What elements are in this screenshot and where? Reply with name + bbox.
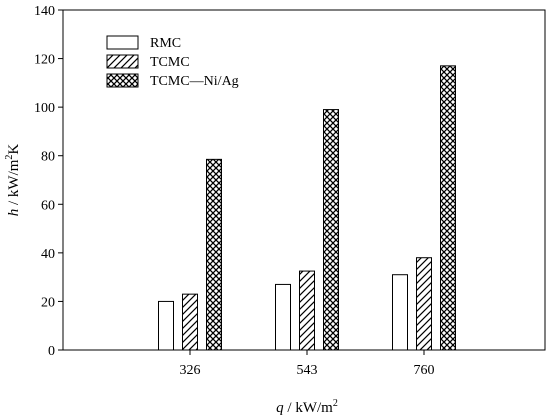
y-axis-label-sup: 2 (4, 155, 15, 160)
x-axis-label-var: q (276, 400, 284, 416)
y-tick-label: 100 (34, 101, 55, 116)
bar-2-760 (416, 257, 432, 351)
legend-swatch (106, 35, 139, 50)
legend-label: RMC (150, 36, 181, 51)
bar-3-326 (206, 158, 222, 351)
bars (158, 65, 456, 351)
x-axis-label-sup: 2 (333, 398, 338, 409)
y-tick-label: 0 (48, 344, 55, 359)
legend-label: TCMC—Ni/Ag (150, 74, 239, 89)
bar-1-543 (275, 283, 291, 351)
y-tick-label: 20 (41, 295, 55, 310)
bar-3-760 (440, 65, 456, 351)
y-axis-label: h / kW/m2K (4, 144, 22, 217)
bar-2-543 (299, 270, 315, 351)
y-tick-label: 60 (41, 198, 55, 213)
y-axis-label-unit: / kW/m (6, 159, 22, 208)
x-axis-label-unit: / kW/m (284, 400, 333, 416)
legend-swatch (106, 54, 139, 69)
x-tick-label: 326 (180, 363, 201, 378)
legend-label: TCMC (150, 55, 190, 70)
bar-3-543 (323, 109, 339, 351)
y-tick-label: 40 (41, 247, 55, 262)
bar-1-760 (392, 274, 408, 351)
x-tick-label: 543 (297, 363, 318, 378)
y-axis-label-unit-end: K (6, 144, 22, 155)
y-tick-label: 120 (34, 53, 55, 68)
bar-2-326 (182, 293, 198, 351)
y-tick-label: 140 (34, 4, 55, 19)
x-axis: 326 543 760 (180, 350, 435, 378)
y-axis-label-var: h (6, 209, 22, 217)
legend-swatch (106, 73, 139, 88)
y-axis: 0 20 40 60 80 100 120 140 (34, 4, 63, 359)
y-tick-label: 80 (41, 150, 55, 165)
x-axis-label: q / kW/m2 (276, 398, 338, 416)
legend: RMC TCMC TCMC—Ni/Ag (106, 35, 239, 89)
bar-1-326 (158, 300, 174, 351)
x-tick-label: 760 (414, 363, 435, 378)
